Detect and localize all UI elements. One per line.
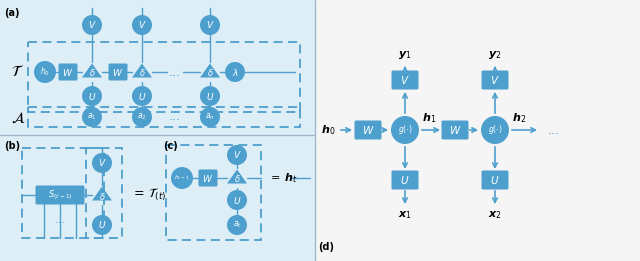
FancyBboxPatch shape: [58, 63, 77, 80]
Text: $U$: $U$: [233, 194, 241, 205]
Text: $\boldsymbol{y}_1$: $\boldsymbol{y}_1$: [398, 49, 412, 61]
Circle shape: [200, 15, 220, 35]
Circle shape: [200, 86, 220, 106]
Text: $g(\cdot)$: $g(\cdot)$: [397, 123, 412, 137]
Text: $U$: $U$: [400, 174, 410, 186]
Text: $\mathcal{A}$: $\mathcal{A}$: [11, 110, 25, 126]
Text: $\boldsymbol{x}_2$: $\boldsymbol{x}_2$: [488, 209, 502, 221]
Text: $V$: $V$: [490, 74, 500, 86]
Text: $W$: $W$: [202, 173, 214, 183]
Polygon shape: [132, 63, 152, 78]
Circle shape: [34, 61, 56, 83]
Text: ...: ...: [169, 110, 181, 123]
Text: $\boldsymbol{h}_1$: $\boldsymbol{h}_1$: [422, 111, 436, 125]
FancyBboxPatch shape: [355, 121, 381, 139]
Text: $a_1$: $a_1$: [87, 112, 97, 122]
Text: $V$: $V$: [233, 150, 241, 161]
Text: $\mathcal{T}$: $\mathcal{T}$: [12, 64, 24, 80]
Text: $V$: $V$: [138, 20, 147, 31]
Text: $\boldsymbol{x}_1$: $\boldsymbol{x}_1$: [398, 209, 412, 221]
Circle shape: [132, 15, 152, 35]
FancyBboxPatch shape: [392, 70, 419, 90]
Text: $W$: $W$: [113, 67, 124, 78]
Text: $U$: $U$: [138, 91, 146, 102]
Text: $V$: $V$: [400, 74, 410, 86]
Text: $\delta$: $\delta$: [207, 68, 213, 79]
Polygon shape: [200, 63, 220, 78]
Text: $U$: $U$: [98, 220, 106, 230]
Text: $V$: $V$: [205, 20, 214, 31]
Text: ...: ...: [169, 66, 181, 79]
Circle shape: [92, 153, 112, 173]
FancyBboxPatch shape: [35, 186, 84, 205]
Circle shape: [481, 116, 509, 144]
Text: $V$: $V$: [98, 157, 106, 169]
Text: (c): (c): [163, 141, 178, 151]
Text: $\boldsymbol{h}_2$: $\boldsymbol{h}_2$: [512, 111, 526, 125]
Bar: [0, 0, 315, 261]
Text: $\delta$: $\delta$: [99, 191, 106, 201]
Text: $\boldsymbol{y}_2$: $\boldsymbol{y}_2$: [488, 49, 502, 61]
Text: (b): (b): [4, 141, 20, 151]
FancyBboxPatch shape: [481, 170, 509, 189]
Polygon shape: [92, 187, 112, 200]
Text: $g(\cdot)$: $g(\cdot)$: [488, 123, 502, 137]
Circle shape: [132, 86, 152, 106]
Text: $\delta$: $\delta$: [234, 174, 241, 185]
Text: $\boldsymbol{h}_0$: $\boldsymbol{h}_0$: [321, 123, 335, 137]
Circle shape: [227, 215, 247, 235]
FancyBboxPatch shape: [109, 63, 127, 80]
Text: $a_n$: $a_n$: [205, 112, 215, 122]
Text: $V$: $V$: [88, 20, 97, 31]
Circle shape: [227, 145, 247, 165]
FancyBboxPatch shape: [442, 121, 468, 139]
Circle shape: [82, 107, 102, 127]
Text: $a_t$: $a_t$: [232, 220, 241, 230]
Text: $\lambda$: $\lambda$: [232, 67, 238, 78]
Text: (a): (a): [4, 8, 19, 18]
Text: $=\;\boldsymbol{h}_t$: $=\;\boldsymbol{h}_t$: [268, 171, 298, 185]
Circle shape: [200, 107, 220, 127]
FancyBboxPatch shape: [392, 170, 419, 189]
Text: $a_2$: $a_2$: [137, 112, 147, 122]
Polygon shape: [82, 63, 102, 78]
Text: $=\,\mathcal{T}_{(t)}$: $=\,\mathcal{T}_{(t)}$: [131, 187, 166, 203]
Circle shape: [391, 116, 419, 144]
Text: (d): (d): [318, 242, 334, 252]
Text: $h_0$: $h_0$: [40, 66, 50, 78]
Circle shape: [82, 86, 102, 106]
Text: ...: ...: [54, 215, 65, 225]
Circle shape: [225, 62, 245, 82]
Text: $U$: $U$: [490, 174, 500, 186]
Circle shape: [227, 190, 247, 210]
Bar: [315, 0, 640, 261]
Polygon shape: [227, 169, 247, 183]
Circle shape: [171, 167, 193, 189]
Text: $W$: $W$: [449, 124, 461, 136]
Circle shape: [132, 107, 152, 127]
FancyBboxPatch shape: [198, 169, 218, 187]
Text: $h_{t-1}$: $h_{t-1}$: [174, 174, 189, 182]
Text: $U$: $U$: [88, 91, 96, 102]
FancyBboxPatch shape: [481, 70, 509, 90]
Text: $\delta$: $\delta$: [139, 68, 145, 79]
Circle shape: [82, 15, 102, 35]
Text: $S_{(t-1)}$: $S_{(t-1)}$: [47, 188, 72, 202]
Text: ...: ...: [548, 123, 560, 137]
Text: $\delta$: $\delta$: [88, 68, 95, 79]
Circle shape: [92, 215, 112, 235]
Text: $W$: $W$: [63, 67, 74, 78]
Text: $W$: $W$: [362, 124, 374, 136]
Text: $U$: $U$: [206, 91, 214, 102]
